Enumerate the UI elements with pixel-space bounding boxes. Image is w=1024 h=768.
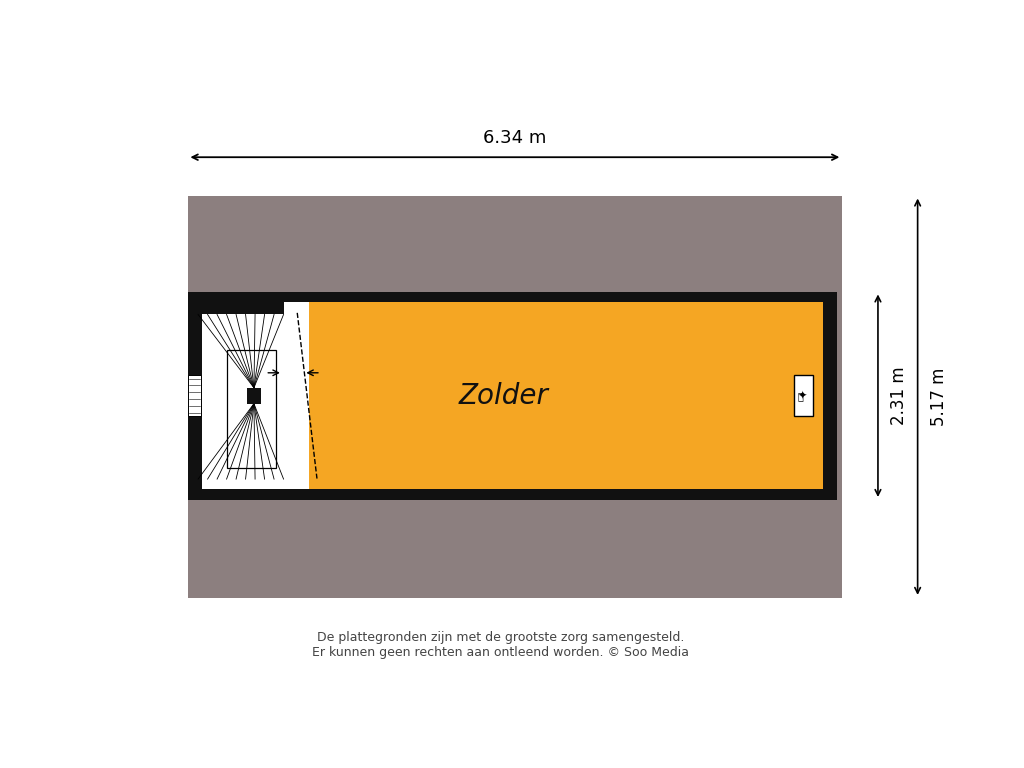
Text: De plattegronden zijn met de grootste zorg samengesteld.: De plattegronden zijn met de grootste zo… [317,631,685,644]
Text: Zolder: Zolder [459,382,549,409]
Text: Er kunnen geen rechten aan ontleend worden. © Soo Media: Er kunnen geen rechten aan ontleend word… [312,646,689,659]
Bar [195,303,284,314]
Bar [822,292,837,500]
Bar [195,292,822,303]
Text: 2.31 m: 2.31 m [890,366,908,425]
Bar [308,303,822,489]
Bar [195,292,308,500]
Polygon shape [308,313,317,478]
Text: ✦: ✦ [798,391,807,401]
Bar [226,350,275,468]
Bar [187,292,202,500]
Text: 6.34 m: 6.34 m [483,128,547,147]
Bar [794,375,813,416]
Bar [187,196,842,598]
Bar [188,375,201,416]
Bar [247,388,261,404]
Text: 🐦: 🐦 [798,391,804,401]
Bar [195,489,822,500]
Text: 5.17 m: 5.17 m [930,368,947,426]
